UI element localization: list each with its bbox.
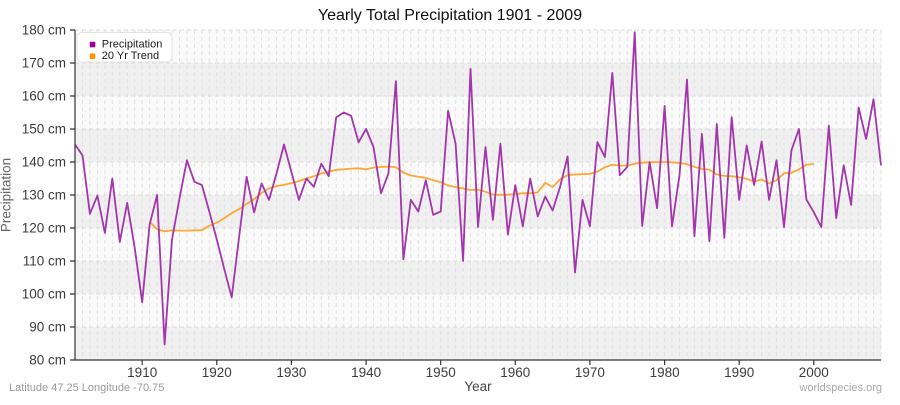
svg-text:90 cm: 90 cm [29,320,66,335]
svg-text:150 cm: 150 cm [22,122,66,137]
svg-text:worldspecies.org: worldspecies.org [798,382,882,394]
svg-text:1990: 1990 [724,365,754,380]
svg-text:Yearly Total Precipitation 190: Yearly Total Precipitation 1901 - 2009 [318,7,582,24]
svg-text:110 cm: 110 cm [23,254,66,269]
svg-text:1970: 1970 [575,365,605,380]
svg-text:1980: 1980 [650,365,680,380]
svg-text:160 cm: 160 cm [22,89,66,104]
svg-text:20 Yr Trend: 20 Yr Trend [102,50,159,62]
svg-text:1910: 1910 [127,365,157,380]
svg-text:100 cm: 100 cm [22,287,66,302]
svg-text:120 cm: 120 cm [22,221,66,236]
svg-text:2000: 2000 [799,365,829,380]
svg-text:140 cm: 140 cm [22,155,66,170]
svg-text:1920: 1920 [202,365,232,380]
svg-text:Latitude 47.25 Longitude -70.7: Latitude 47.25 Longitude -70.75 [9,382,164,394]
svg-text:1960: 1960 [500,365,530,380]
svg-text:130 cm: 130 cm [22,188,66,203]
svg-text:1940: 1940 [351,365,381,380]
svg-text:170 cm: 170 cm [22,56,66,71]
svg-text:180 cm: 180 cm [22,23,66,38]
svg-text:Year: Year [464,379,492,394]
svg-text:1930: 1930 [276,365,306,380]
svg-text:Precipitation: Precipitation [102,38,163,50]
svg-text:80 cm: 80 cm [29,353,66,368]
svg-text:Precipitation: Precipitation [0,158,14,232]
svg-text:1950: 1950 [426,365,456,380]
